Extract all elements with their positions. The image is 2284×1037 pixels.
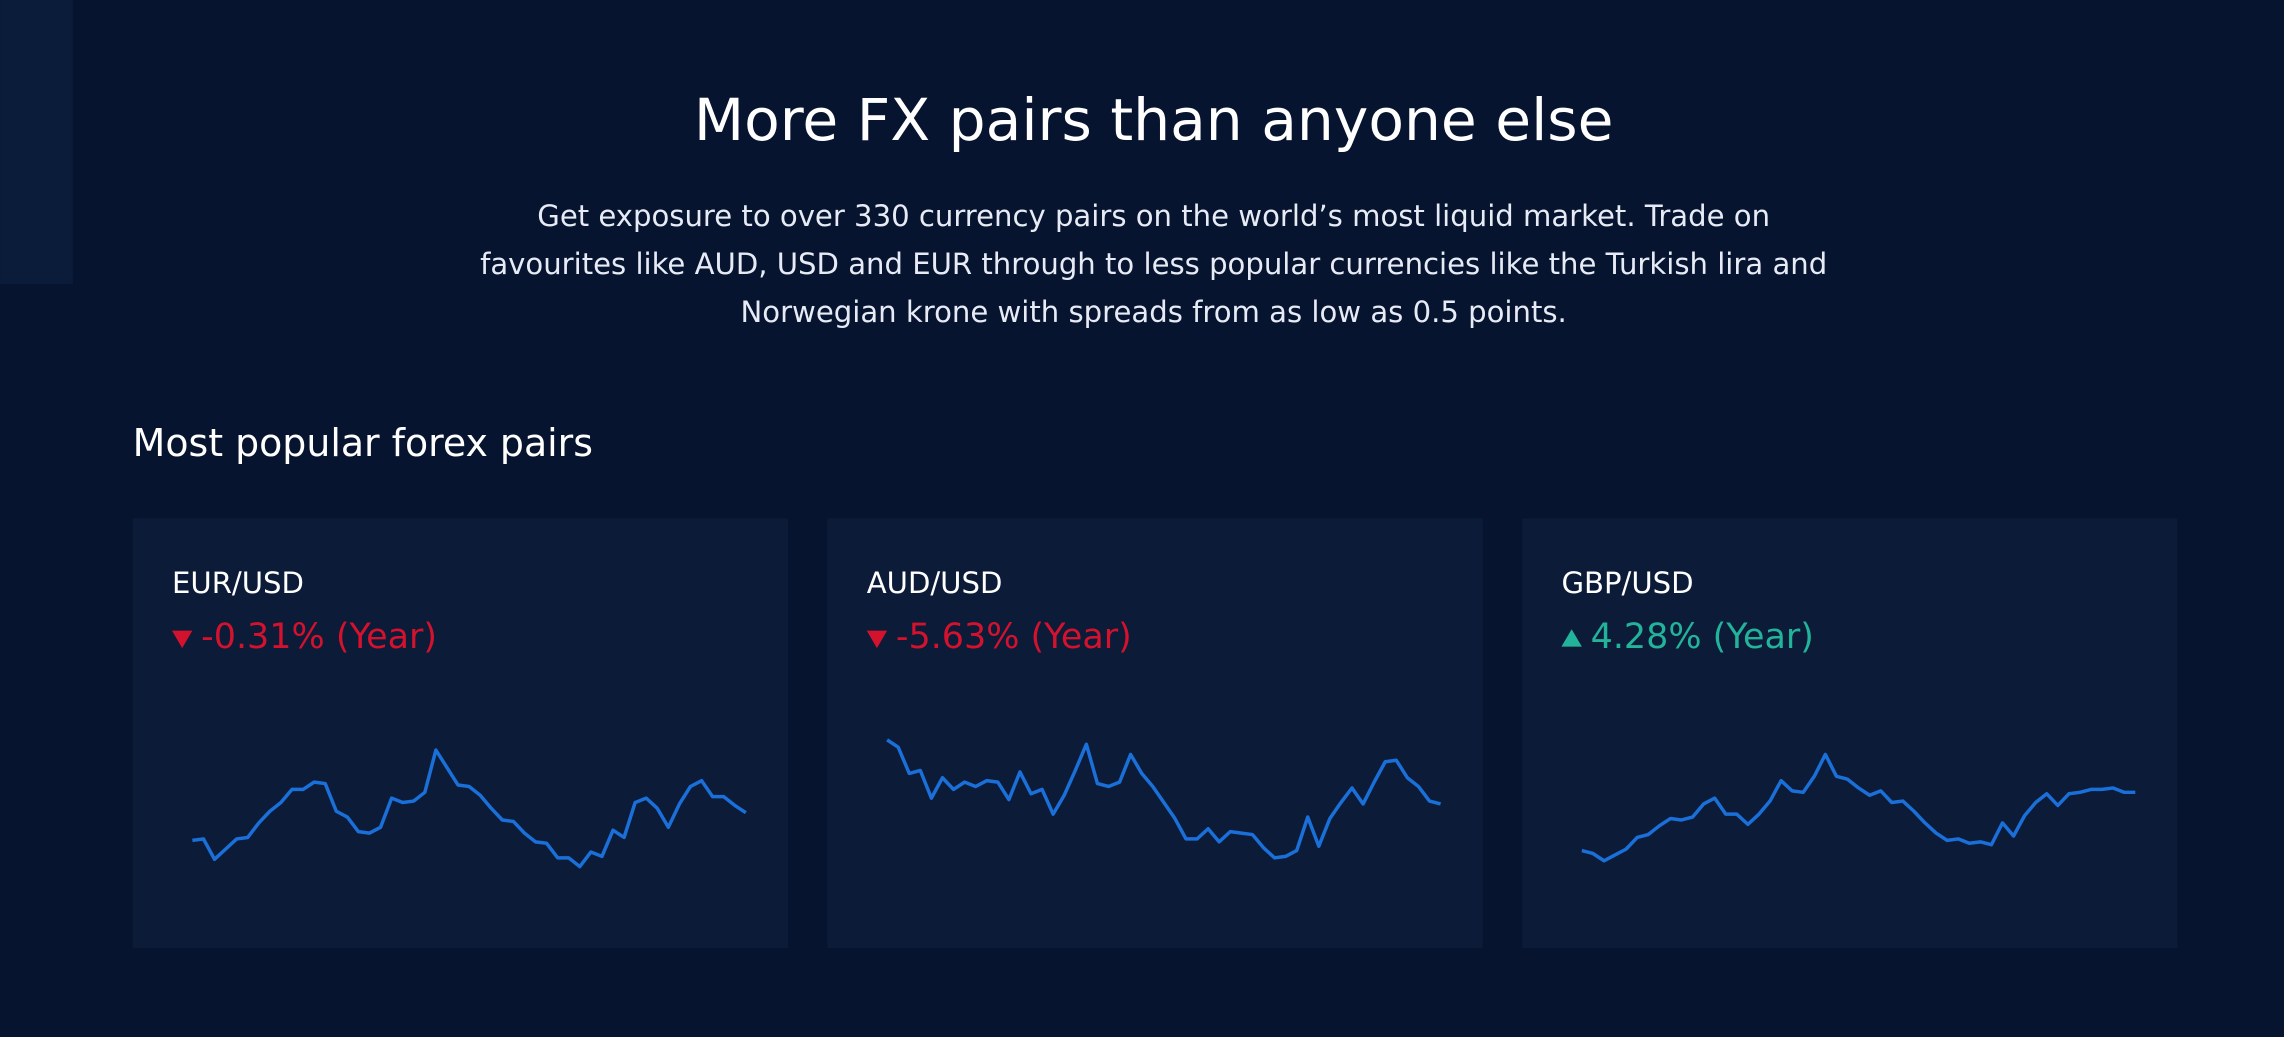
card-bg bbox=[1522, 518, 2178, 949]
intro-line: favourites like AUD, USD and EUR through… bbox=[480, 247, 1827, 281]
change-arrow bbox=[171, 630, 193, 649]
sparkline bbox=[1581, 752, 2136, 863]
sparkline bbox=[192, 748, 747, 869]
card-bg bbox=[132, 518, 789, 949]
change-arrow bbox=[866, 630, 888, 649]
pair-name: EUR/USD bbox=[172, 566, 304, 600]
card-bg bbox=[827, 518, 1483, 949]
change: -0.31% (Year) bbox=[201, 617, 437, 657]
sparkline bbox=[886, 738, 1442, 860]
section-title: Most popular forex pairs bbox=[133, 421, 593, 465]
card[interactable]: GBP/USD 4.28% (Year) bbox=[1522, 518, 2178, 949]
intro-line: Get exposure to over 330 currency pairs … bbox=[537, 199, 1770, 233]
pair-name: GBP/USD bbox=[1561, 566, 1693, 600]
card[interactable]: EUR/USD -0.31% (Year) bbox=[132, 518, 789, 949]
title: More FX pairs than anyone else bbox=[694, 86, 1614, 154]
change-arrow bbox=[1561, 629, 1582, 647]
card[interactable]: AUD/USD -5.63% (Year) bbox=[827, 518, 1483, 949]
side-strip bbox=[0, 0, 73, 285]
intro-line: Norwegian krone with spreads from as low… bbox=[741, 295, 1567, 329]
change: 4.28% (Year) bbox=[1591, 617, 1814, 657]
change: -5.63% (Year) bbox=[896, 617, 1132, 657]
pair-name: AUD/USD bbox=[867, 566, 1003, 600]
